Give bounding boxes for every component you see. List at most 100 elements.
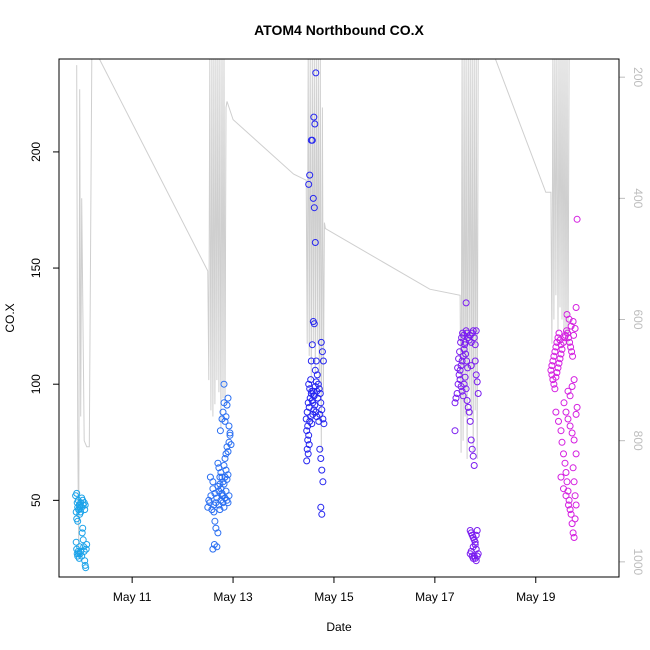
data-point — [567, 343, 575, 351]
data-point — [456, 348, 464, 356]
data-point — [315, 417, 323, 425]
data-point — [210, 541, 218, 548]
data-point — [308, 387, 316, 395]
data-point — [311, 401, 319, 409]
data-point — [310, 406, 318, 414]
y-tick-label: 50 — [29, 493, 43, 507]
data-point — [223, 401, 231, 409]
data-point — [74, 517, 82, 525]
data-point — [224, 394, 232, 402]
data-point — [472, 371, 480, 379]
data-point — [462, 299, 470, 307]
data-point — [459, 392, 467, 400]
data-point — [465, 408, 473, 416]
data-point — [547, 366, 555, 374]
data-point — [304, 422, 312, 430]
data-point — [458, 357, 466, 365]
data-point — [556, 355, 564, 363]
x-axis-label: Date — [326, 620, 352, 634]
data-point — [307, 376, 315, 384]
data-point — [316, 445, 324, 453]
data-point — [305, 431, 313, 439]
plot-frame — [58, 58, 620, 578]
data-point — [566, 422, 574, 430]
data-point — [565, 501, 572, 509]
data-point — [552, 408, 560, 416]
data-point — [472, 327, 480, 335]
data-point — [548, 362, 556, 370]
data-point — [221, 455, 229, 462]
data-point — [224, 471, 232, 479]
data-point — [225, 422, 233, 430]
data-point — [469, 327, 477, 335]
data-point — [461, 373, 469, 381]
data-point — [227, 441, 235, 449]
data-point — [309, 399, 317, 407]
right-tick-label: 200 — [631, 67, 645, 87]
data-point — [457, 362, 465, 370]
x-tick-label: May 15 — [314, 590, 354, 604]
data-point — [551, 348, 559, 356]
data-point — [317, 455, 325, 462]
data-point — [318, 348, 326, 356]
data-point — [307, 357, 315, 365]
data-point — [468, 445, 476, 453]
data-point — [568, 429, 576, 437]
data-point — [571, 515, 579, 523]
data-point — [212, 524, 220, 532]
data-point — [81, 501, 89, 509]
data-point — [464, 403, 472, 411]
data-point — [463, 357, 471, 365]
data-point — [82, 545, 90, 553]
data-point — [471, 538, 479, 546]
data-point — [562, 408, 570, 416]
data-point — [313, 387, 321, 395]
data-point — [72, 538, 80, 546]
y-tick-label: 200 — [29, 142, 43, 162]
data-point — [309, 194, 317, 202]
data-point — [305, 441, 313, 449]
data-point — [79, 524, 87, 532]
data-point — [79, 536, 87, 544]
data-point — [224, 448, 232, 456]
data-point — [311, 120, 319, 128]
data-point — [473, 378, 481, 386]
data-point — [466, 417, 474, 425]
data-point — [462, 350, 470, 358]
data-point — [225, 438, 233, 446]
data-point — [215, 464, 223, 472]
data-point — [312, 357, 320, 365]
data-point — [305, 180, 313, 188]
data-point — [317, 338, 325, 346]
data-point — [549, 357, 557, 365]
data-point — [78, 529, 86, 537]
data-point — [460, 380, 468, 388]
data-point — [220, 380, 228, 388]
data-point — [318, 466, 326, 474]
data-point — [310, 320, 318, 328]
data-point — [572, 501, 580, 509]
data-point — [455, 371, 463, 379]
data-point — [211, 517, 219, 525]
series-0 — [72, 489, 91, 572]
data-point — [566, 338, 574, 346]
data-point — [562, 469, 570, 476]
data-point — [564, 329, 571, 337]
data-point — [464, 364, 472, 372]
data-point — [223, 475, 231, 483]
right-tick-label: 600 — [631, 309, 645, 329]
data-point — [319, 478, 327, 486]
data-point — [461, 341, 469, 349]
data-point — [76, 543, 84, 551]
data-point — [209, 545, 217, 553]
data-point — [222, 413, 230, 421]
data-point — [304, 450, 312, 458]
y-axis-label: CO.X — [3, 303, 17, 332]
data-point — [555, 329, 563, 337]
data-point — [554, 364, 562, 372]
data-point — [571, 325, 579, 332]
data-point — [216, 427, 224, 435]
data-point — [312, 69, 320, 77]
data-point — [552, 373, 560, 381]
